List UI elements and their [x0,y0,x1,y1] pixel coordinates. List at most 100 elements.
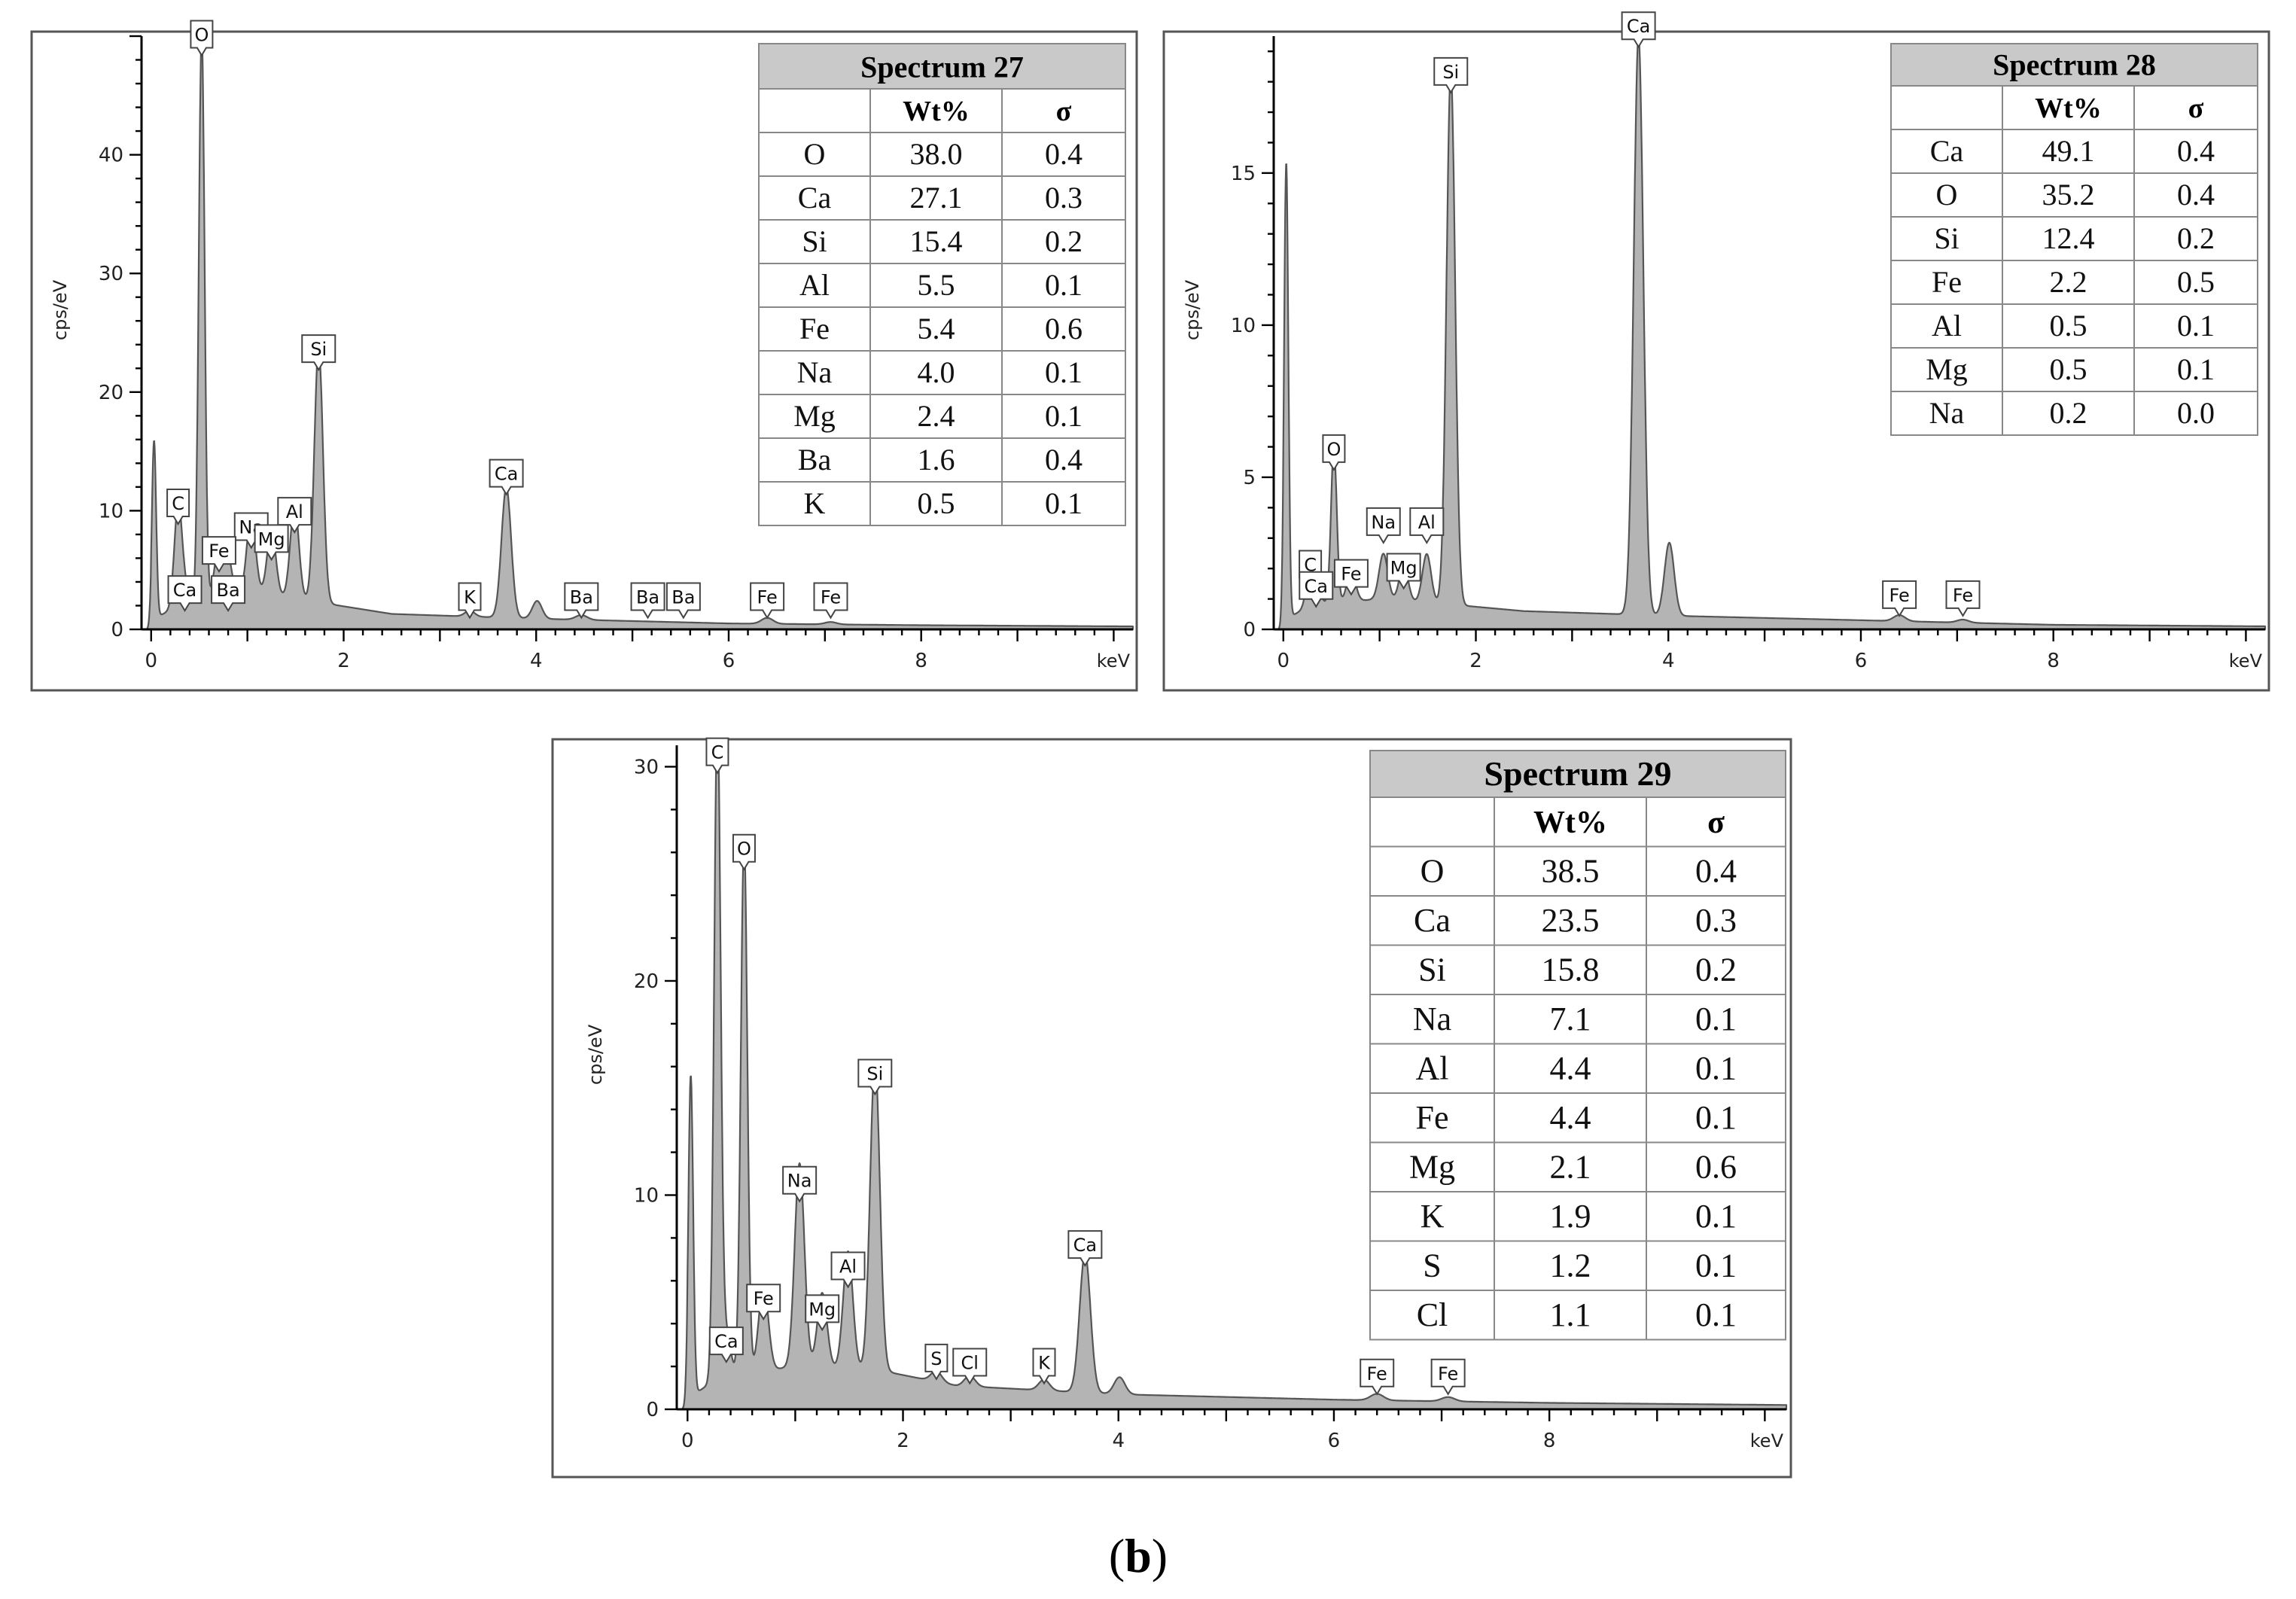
table-wt-value: 1.2 [1550,1247,1591,1284]
table-wt-value: 35.2 [2042,178,2095,212]
table-cell [1890,260,2003,305]
peak-label-box [201,536,236,574]
peak-label-text: Ca [173,580,196,601]
table-sigma-value: 0.4 [2177,134,2215,168]
peak-label-text: Si [1442,62,1459,83]
table-sigma-value: 0.1 [2177,309,2215,343]
peak-label-text: Fe [1367,1363,1387,1384]
table-element: Mg [1926,352,1968,386]
x-tick-label: 4 [1662,650,1675,672]
x-tick-label: 2 [897,1430,909,1452]
peak-label-text: Fe [209,541,229,562]
peak-label-text: Ca [1073,1235,1097,1256]
peak-label-text: Fe [757,587,777,608]
table-column-header: Wt% [2035,93,2102,124]
table-wt-value: 5.5 [918,268,955,302]
y-tick-label: 0 [646,1399,659,1421]
table-cell [1001,481,1126,526]
table-element: K [1421,1198,1445,1235]
composition-table: Spectrum 28 Wt% σ Ca 49.1 0.4 O 35.2 0.4 Si 12.4 0.… [1890,43,2258,436]
table-wt-value: 2.2 [2050,265,2087,299]
table-element: O [1936,178,1958,212]
table-cell [1646,895,1786,946]
peak-label-box [1621,11,1656,49]
peak-label-box [830,1251,866,1289]
table-cell [869,306,1003,352]
x-tick-label: 6 [1328,1430,1341,1452]
table-element: Ca [798,181,832,215]
table-sigma-value: 0.2 [2177,221,2215,255]
table-cell [1494,1141,1647,1192]
table-element: Ba [798,443,832,477]
table-wt-value: 4.0 [918,355,955,389]
peak-label-fe: Fe [201,536,236,574]
peak-label-box [924,1343,949,1381]
peak-label-text: C [172,493,184,514]
panel-frame [30,30,1138,692]
peak-label-si: Si [301,334,336,372]
peak-label-box [732,833,756,871]
table-sigma-value: 0.1 [1695,1001,1737,1037]
peak-label-k: K [458,582,482,620]
figure-caption: (b) [1109,1529,1168,1582]
panel-frame [551,738,1792,1479]
table-cell [2002,391,2135,436]
peak-label-text: O [194,25,209,46]
peak-label-text: Si [310,339,327,360]
y-tick-label: 10 [99,500,123,522]
peak-label-text: C [1304,554,1317,575]
peak-label-text: Ba [216,580,239,601]
peak-label-box [665,582,701,620]
table-column-header: σ [1707,806,1725,840]
peak-label-text: K [1038,1353,1051,1374]
y-axis-label: cps/eV [50,279,71,340]
table-cell [1001,437,1126,483]
table-sigma-value: 0.1 [1695,1198,1737,1235]
table-cell [1369,1290,1495,1341]
table-wt-value: 5.4 [918,312,955,346]
peak-label-fe: Fe [750,582,785,620]
peak-label-text: Mg [808,1299,836,1320]
table-wt-value: 1.1 [1550,1296,1591,1333]
x-tick-label: 0 [145,650,158,672]
table-element: O [1421,853,1445,890]
table-wt-value: 4.4 [1550,1050,1591,1087]
peak-label-k: K [1032,1348,1056,1385]
peak-label-ba: Ba [564,582,599,620]
table-cell [1890,391,2003,436]
table-cell [869,394,1003,439]
table-cell [1494,944,1647,995]
table-header-cell [1646,796,1786,848]
table-sigma-value: 0.1 [1045,355,1083,389]
table-cell [1646,1191,1786,1242]
peak-label-ba: Ba [630,582,665,620]
composition-table: Spectrum 29 Wt% σ O 38.5 0.4 Ca 23.5 0.3 Si 15.8 0.… [1369,750,1786,1341]
peak-label-text: Cl [961,1353,979,1374]
table-sigma-value: 0.0 [2177,396,2215,430]
peak-label-text: K [464,587,477,608]
table-cell [1369,994,1495,1045]
table-element: O [804,137,826,171]
peak-label-ca: Ca [167,575,202,613]
peak-label-box [1333,559,1369,596]
table-element: Cl [1417,1296,1448,1333]
spectrum-trace [140,35,1134,631]
y-tick-label: 40 [99,145,123,167]
table-cell [2133,129,2258,174]
peak-label-box [1360,1358,1395,1396]
table-cell [1001,219,1126,264]
peak-label-mg: Mg [254,524,289,562]
table-cell [758,350,871,395]
peak-label-text: C [711,742,724,763]
table-cell [758,306,871,352]
table-element: Mg [1409,1149,1455,1186]
table-sigma-value: 0.1 [1695,1050,1737,1087]
peak-label-box [1409,507,1445,544]
peak-label-na: Na [1366,507,1401,544]
table-element: Na [797,355,833,389]
peak-label-box [190,20,214,57]
peak-label-ba: Ba [665,582,701,620]
peak-label-box [813,582,848,620]
table-cell [1494,845,1647,897]
